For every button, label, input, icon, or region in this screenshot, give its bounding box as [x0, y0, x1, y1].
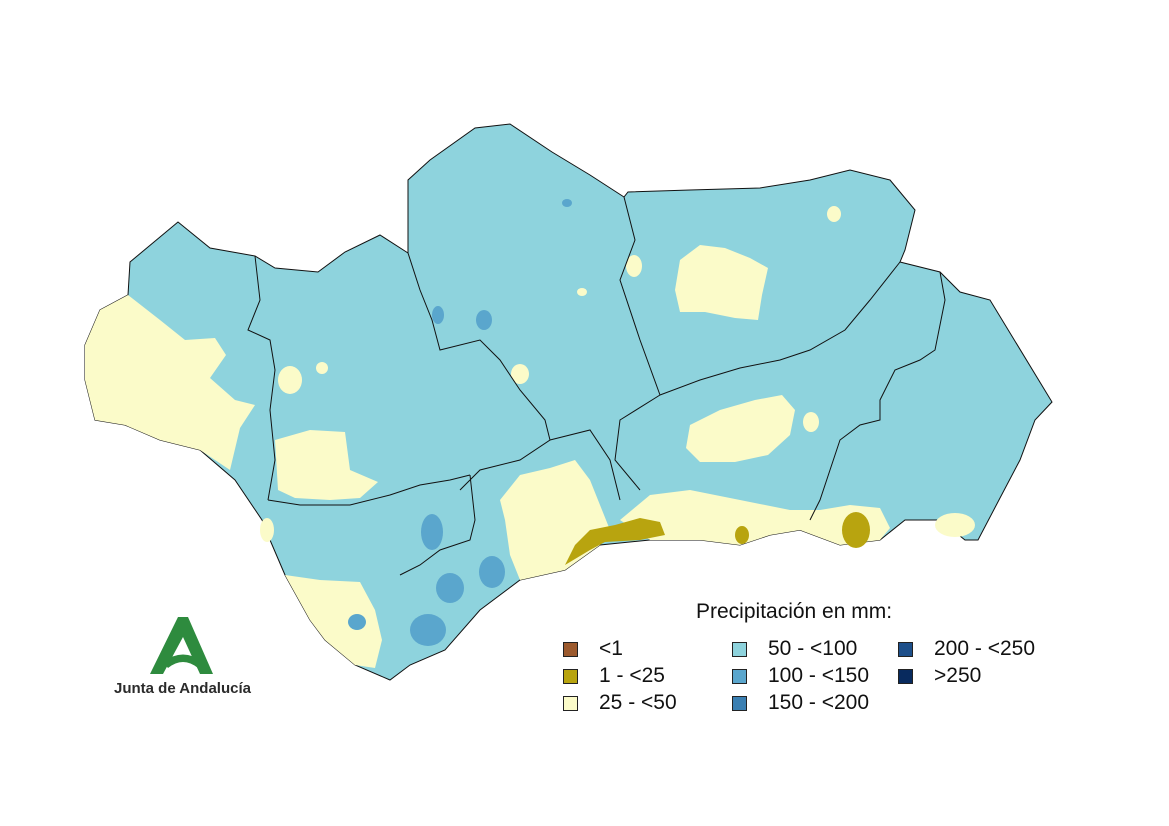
legend-label: <1 — [599, 637, 623, 660]
zone-jaen-center — [675, 245, 768, 320]
zone-south-coast — [620, 490, 890, 545]
zone-small-4 — [626, 255, 642, 277]
legend-item: 150 - <200 — [732, 691, 869, 715]
legend-label: 50 - <100 — [768, 637, 858, 660]
legend-label: 100 - <150 — [768, 664, 870, 687]
legend-swatch — [563, 641, 578, 657]
zone-malaga-coast — [565, 518, 665, 565]
zones-25-50 — [85, 206, 975, 668]
legend-title: Precipitación en mm: — [696, 600, 893, 623]
junta-logo — [108, 612, 258, 702]
zone-small-8 — [260, 518, 274, 542]
zone-small-2 — [316, 362, 328, 374]
zone-cadiz-light — [348, 614, 366, 630]
zone-sevilla-wet-2 — [432, 306, 444, 324]
zone-huelva-west — [85, 295, 255, 470]
legend-swatch — [563, 695, 578, 711]
zone-almeria-coast — [842, 512, 870, 548]
legend-swatch — [732, 641, 747, 657]
zone-small-3 — [511, 364, 529, 384]
legend-label: >250 — [934, 664, 982, 687]
legend-swatch — [732, 695, 747, 711]
zone-small-1 — [278, 366, 302, 394]
andalucia-region — [84, 123, 1053, 681]
zone-sevilla-south — [275, 430, 378, 500]
legend-swatch — [898, 641, 913, 657]
zone-almeria-east — [935, 513, 975, 537]
legend-item: >250 — [898, 664, 981, 688]
zone-cadiz-wet-4 — [410, 614, 446, 646]
legend-item: 200 - <250 — [898, 637, 1035, 661]
legend-item: 25 - <50 — [563, 691, 677, 715]
legend-label: 25 - <50 — [599, 691, 677, 714]
legend-swatch — [898, 668, 913, 684]
legend-item: 50 - <100 — [732, 637, 857, 661]
zone-small-7 — [577, 288, 587, 296]
legend-label: 1 - <25 — [599, 664, 665, 687]
zone-sevilla-wet — [476, 310, 492, 330]
zone-granada-center — [686, 395, 795, 462]
legend-label: 150 - <200 — [768, 691, 870, 714]
zone-small-5 — [827, 206, 841, 222]
zones-1-25 — [565, 512, 870, 565]
legend-label: 200 - <250 — [934, 637, 1036, 660]
zone-cadiz-wet-1 — [421, 514, 443, 550]
province-borders — [247, 196, 946, 576]
zone-cadiz-coast — [285, 575, 382, 668]
junta-andalucia-icon — [150, 617, 213, 674]
legend-item: 100 - <150 — [732, 664, 869, 688]
zone-small-6 — [803, 412, 819, 432]
legend-swatch — [563, 668, 578, 684]
legend-item: <1 — [563, 637, 623, 661]
zone-cadiz-wet-2 — [436, 573, 464, 603]
zone-cordoba-wet — [562, 199, 572, 207]
legend-item: 1 - <25 — [563, 664, 665, 688]
zone-granada-coast — [735, 526, 749, 544]
zone-cadiz-wet-3 — [479, 556, 505, 588]
zones-100-150 — [348, 199, 572, 646]
logo-text: Junta de Andalucía — [114, 680, 251, 697]
legend-swatch — [732, 668, 747, 684]
